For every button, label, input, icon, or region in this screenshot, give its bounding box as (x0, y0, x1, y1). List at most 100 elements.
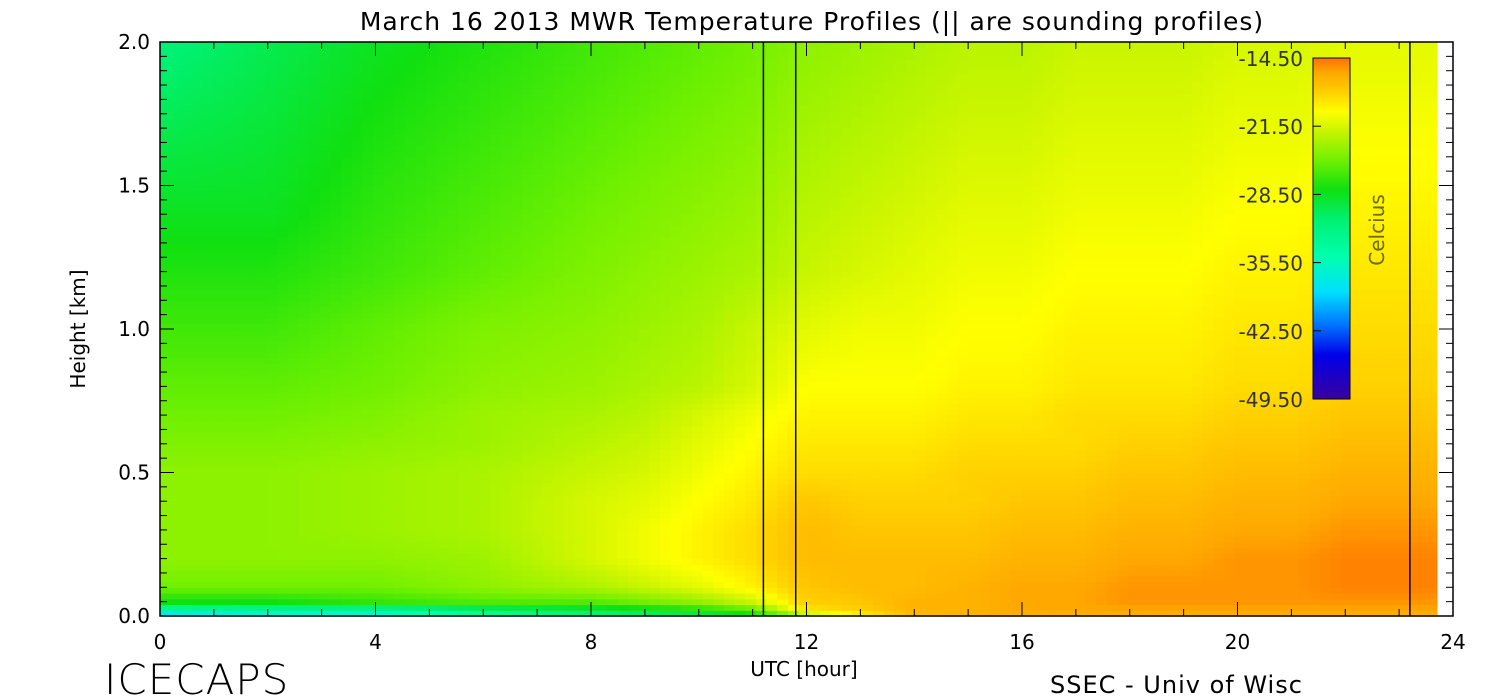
heatmap-cell (404, 237, 416, 244)
heatmap-cell (596, 265, 608, 273)
heatmap-cell (574, 415, 587, 422)
heatmap-cell (234, 529, 246, 537)
heatmap-cell (255, 59, 267, 66)
heatmap-cell (649, 59, 661, 66)
heatmap-cell (628, 208, 640, 215)
heatmap-cell (191, 564, 204, 571)
heatmap-cell (574, 191, 587, 198)
heatmap-cell (255, 587, 267, 594)
heatmap-cell (596, 449, 608, 456)
heatmap-cell (426, 231, 438, 238)
heatmap-cell (351, 506, 363, 514)
heatmap-cell (436, 357, 448, 365)
heatmap-cell (394, 64, 406, 72)
heatmap-cell (521, 472, 534, 479)
heatmap-cell (628, 116, 640, 123)
heatmap-cell (415, 489, 427, 497)
heatmap-cell (628, 455, 640, 462)
heatmap-cell (638, 145, 651, 152)
heatmap-cell (213, 598, 225, 606)
heatmap-cell (160, 265, 172, 273)
heatmap-cell (202, 288, 214, 296)
heatmap-cell (436, 529, 448, 537)
heatmap-cell (564, 288, 576, 296)
heatmap-cell (245, 466, 257, 474)
heatmap-cell (543, 145, 555, 152)
heatmap-cell (638, 237, 651, 244)
heatmap-cell (415, 512, 427, 520)
heatmap-cell (511, 472, 523, 479)
heatmap-cell (436, 122, 448, 129)
heatmap-cell (287, 564, 299, 571)
heatmap-cell (394, 237, 406, 244)
heatmap-cell (362, 219, 374, 227)
heatmap-cell (277, 76, 289, 83)
heatmap-cell (436, 47, 448, 55)
heatmap-cell (436, 535, 448, 542)
heatmap-cell (447, 415, 459, 422)
heatmap-cell (553, 64, 565, 72)
heatmap-cell (457, 587, 470, 594)
heatmap-cell (202, 386, 214, 393)
heatmap-cell (532, 409, 544, 416)
heatmap-cell (266, 472, 278, 479)
heatmap-cell (277, 334, 289, 342)
heatmap-cell (266, 288, 278, 296)
heatmap-cell (638, 231, 651, 238)
heatmap-cell (255, 415, 267, 422)
heatmap-cell (447, 133, 459, 141)
heatmap-cell (564, 351, 576, 359)
heatmap-cell (447, 478, 459, 485)
heatmap-cell (308, 231, 321, 238)
heatmap-cell (351, 260, 363, 267)
heatmap-cell (457, 225, 470, 233)
heatmap-cell (596, 374, 608, 382)
heatmap-cell (681, 231, 693, 238)
heatmap-cell (511, 254, 523, 261)
heatmap-cell (245, 397, 257, 405)
heatmap-cell (245, 133, 257, 141)
heatmap-cell (596, 552, 608, 560)
heatmap-cell (234, 483, 246, 491)
heatmap-cell (415, 145, 427, 152)
heatmap-cell (298, 598, 310, 606)
heatmap-cell (670, 570, 682, 577)
heatmap-cell (606, 346, 619, 353)
heatmap-cell (500, 386, 512, 393)
heatmap-cell (234, 191, 246, 198)
heatmap-cell (606, 581, 619, 588)
heatmap-cell (479, 151, 491, 158)
heatmap-cell (489, 415, 502, 422)
heatmap-cell (532, 506, 544, 514)
heatmap-cell (255, 219, 267, 227)
heatmap-cell (532, 541, 544, 548)
heatmap-cell (670, 380, 682, 387)
heatmap-cell (181, 466, 193, 474)
heatmap-cell (372, 191, 385, 198)
heatmap-cell (394, 392, 406, 399)
heatmap-cell (447, 99, 459, 106)
heatmap-cell (340, 156, 353, 164)
heatmap-cell (500, 128, 512, 135)
heatmap-cell (330, 593, 342, 600)
heatmap-cell (383, 380, 395, 387)
heatmap-cell (606, 306, 619, 313)
heatmap-cell (521, 564, 534, 571)
heatmap-cell (383, 478, 395, 485)
heatmap-cell (649, 610, 661, 617)
heatmap-cell (266, 179, 278, 187)
heatmap-cell (308, 174, 321, 181)
heatmap-cell (649, 351, 661, 359)
heatmap-cell (298, 145, 310, 152)
heatmap-cell (543, 524, 555, 531)
heatmap-cell (553, 547, 565, 554)
heatmap-cell (255, 277, 267, 284)
heatmap-cell (298, 288, 310, 296)
heatmap-cell (553, 162, 565, 169)
heatmap-cell (426, 53, 438, 60)
heatmap-cell (543, 202, 555, 210)
heatmap-cell (372, 478, 385, 485)
heatmap-cell (532, 99, 544, 106)
heatmap-cell (500, 351, 512, 359)
heatmap-cell (308, 587, 321, 594)
